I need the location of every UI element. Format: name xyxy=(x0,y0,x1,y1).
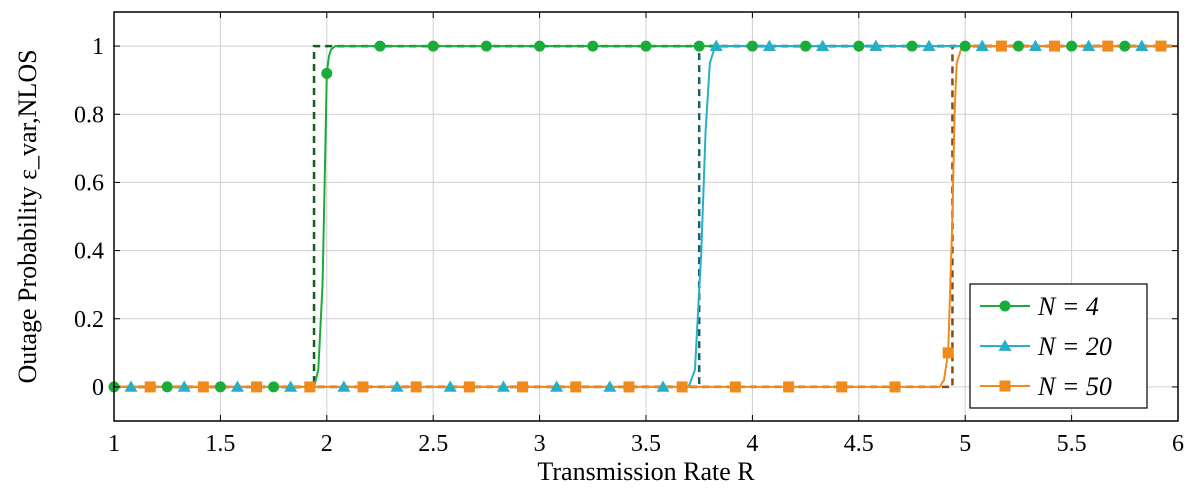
y-tick-label: 1 xyxy=(92,34,104,60)
data-point xyxy=(550,380,564,392)
legend-label: N = 50 xyxy=(1037,372,1112,401)
legend-marker xyxy=(999,380,1011,392)
data-point xyxy=(534,40,546,52)
y-tick-label: 0.6 xyxy=(74,170,104,196)
data-point xyxy=(144,381,156,393)
data-point xyxy=(853,40,865,52)
x-tick-label: 3 xyxy=(534,431,546,457)
data-point xyxy=(889,381,901,393)
data-point xyxy=(374,40,386,52)
data-point xyxy=(284,380,298,392)
data-point xyxy=(357,381,369,393)
data-point xyxy=(1012,40,1024,52)
y-tick-label: 0.2 xyxy=(74,307,104,333)
x-tick-label: 2 xyxy=(321,431,333,457)
data-point xyxy=(1049,40,1061,52)
data-point xyxy=(517,381,529,393)
data-point xyxy=(603,380,617,392)
x-tick-label: 5.5 xyxy=(1057,431,1087,457)
data-point xyxy=(816,39,830,51)
x-tick-label: 1 xyxy=(108,431,120,457)
x-tick-label: 4 xyxy=(746,431,758,457)
data-point xyxy=(746,40,758,52)
data-point xyxy=(480,40,492,52)
data-point xyxy=(922,39,936,51)
data-point xyxy=(1082,39,1096,51)
y-tick-labels: 0 0.2 0.4 0.6 0.8 1 xyxy=(74,34,104,401)
data-point xyxy=(640,40,652,52)
data-point xyxy=(762,39,776,51)
data-point xyxy=(656,380,670,392)
data-point xyxy=(463,381,475,393)
data-point xyxy=(321,67,333,79)
data-point xyxy=(410,381,422,393)
data-point xyxy=(1102,40,1114,52)
axis-ticks xyxy=(113,12,1179,421)
data-point xyxy=(623,381,635,393)
data-point xyxy=(197,381,209,393)
data-point xyxy=(587,40,599,52)
legend-label: N = 20 xyxy=(1037,332,1112,361)
data-point xyxy=(783,381,795,393)
x-tick-label: 4.5 xyxy=(844,431,874,457)
data-point xyxy=(390,380,404,392)
data-point xyxy=(177,380,191,392)
x-axis-label: Transmission Rate R xyxy=(537,457,755,486)
data-point xyxy=(906,40,918,52)
data-point xyxy=(975,39,989,51)
data-point xyxy=(959,40,971,52)
data-point xyxy=(676,381,688,393)
x-tick-labels: 1 1.5 2 2.5 3 3.5 4 4.5 5 5.5 6 xyxy=(108,431,1184,457)
x-tick-label: 5 xyxy=(959,431,971,457)
data-point xyxy=(995,40,1007,52)
data-point xyxy=(570,381,582,393)
x-tick-label: 6 xyxy=(1172,431,1184,457)
legend: N = 4 N = 20 N = 50 xyxy=(969,283,1148,409)
data-point xyxy=(709,39,723,51)
data-point xyxy=(496,380,510,392)
data-point xyxy=(443,380,457,392)
x-tick-label: 2.5 xyxy=(418,431,448,457)
data-point xyxy=(214,381,226,393)
data-point xyxy=(1066,40,1078,52)
data-point xyxy=(251,381,263,393)
data-point xyxy=(942,347,954,359)
data-point xyxy=(161,381,173,393)
data-point xyxy=(304,381,316,393)
data-point xyxy=(268,381,280,393)
y-axis-label: Outage Probability ε_var,NLOS xyxy=(13,49,42,383)
y-tick-label: 0.4 xyxy=(74,239,104,265)
data-point xyxy=(869,39,883,51)
data-point xyxy=(800,40,812,52)
data-point xyxy=(1155,40,1167,52)
x-tick-label: 3.5 xyxy=(631,431,661,457)
data-point xyxy=(729,381,741,393)
legend-marker xyxy=(999,300,1011,312)
y-tick-label: 0 xyxy=(92,375,104,401)
data-point xyxy=(230,380,244,392)
data-point xyxy=(693,40,705,52)
x-tick-label: 1.5 xyxy=(205,431,235,457)
data-point xyxy=(836,381,848,393)
legend-marker xyxy=(998,339,1012,351)
data-point xyxy=(1119,40,1131,52)
data-point xyxy=(1028,39,1042,51)
legend-label: N = 4 xyxy=(1037,292,1099,321)
data-point xyxy=(1135,39,1149,51)
data-point xyxy=(124,380,138,392)
series-markers xyxy=(108,39,1167,393)
data-point xyxy=(427,40,439,52)
y-tick-label: 0.8 xyxy=(74,102,104,128)
data-point xyxy=(337,380,351,392)
